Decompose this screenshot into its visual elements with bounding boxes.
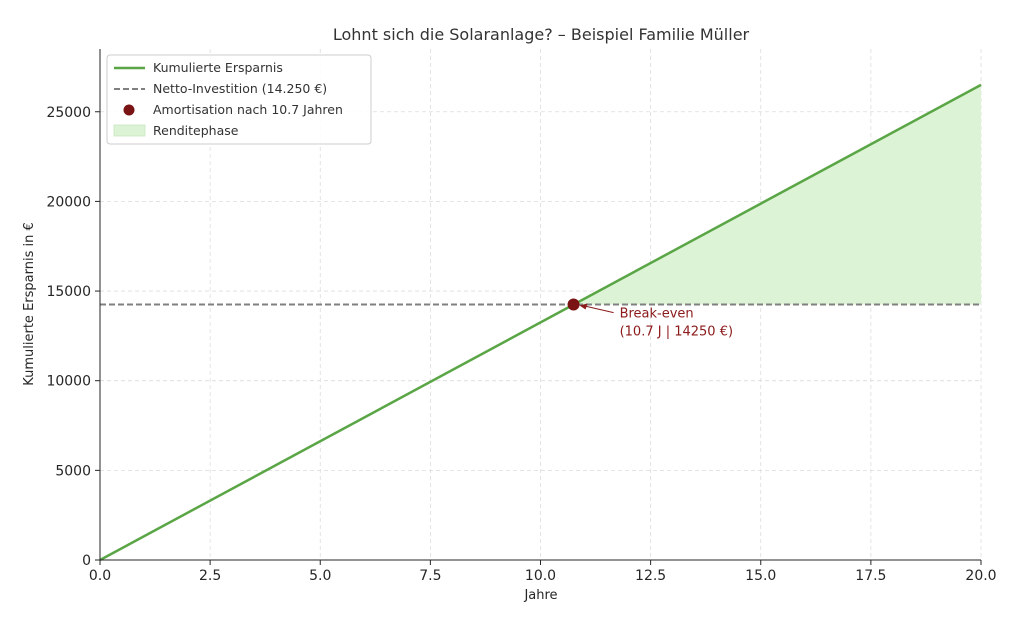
x-tick-label: 12.5 <box>635 568 666 584</box>
savings-line <box>99 83 982 562</box>
legend: Kumulierte Ersparnis Netto-Investition (… <box>106 54 372 145</box>
x-tick-label: 5.0 <box>309 568 331 584</box>
x-tick-label: 0.0 <box>89 568 111 584</box>
x-tick-label: 10.0 <box>525 568 556 584</box>
x-tick-label: 7.5 <box>419 568 441 584</box>
chart-title: Lohnt sich die Solaranlage? – Beispiel F… <box>333 25 750 44</box>
annotation-text-line2: (10.7 J | 14250 €) <box>620 325 733 340</box>
y-axis-label: Kumulierte Ersparnis in € <box>22 222 37 386</box>
annotation-arrowhead <box>579 303 588 310</box>
annotation-arrow <box>582 305 614 314</box>
series-layer <box>99 83 982 562</box>
ticks: 0.0 2.5 5.0 7.5 10.0 12.5 15.0 17.5 20.0 0 5000 100… <box>46 105 996 584</box>
y-tick-label: 15000 <box>46 284 91 300</box>
legend-label-investment: Netto-Investition (14.250 €) <box>153 81 327 96</box>
y-tick-label: 5000 <box>55 463 91 479</box>
y-tick-label: 20000 <box>46 194 91 210</box>
legend-label-breakeven: Amortisation nach 10.7 Jahren <box>153 102 343 117</box>
legend-label-fill: Renditephase <box>153 123 239 138</box>
x-tick-label: 20.0 <box>965 568 996 584</box>
x-axis-label: Jahre <box>523 588 557 603</box>
annotation-text-line1: Break-even <box>620 307 694 322</box>
x-tick-label: 15.0 <box>745 568 776 584</box>
y-tick-label: 0 <box>82 553 91 569</box>
y-tick-label: 10000 <box>46 374 91 390</box>
legend-label-savings: Kumulierte Ersparnis <box>153 60 283 75</box>
legend-frame <box>106 54 372 145</box>
annotation-layer: Break-even (10.7 J | 14250 €) <box>579 303 733 340</box>
x-tick-label: 17.5 <box>855 568 886 584</box>
legend-swatch-fill <box>113 124 146 137</box>
legend-swatch-breakeven <box>123 104 135 116</box>
y-tick-label: 25000 <box>46 105 91 121</box>
breakeven-point <box>567 298 580 311</box>
x-tick-label: 2.5 <box>199 568 221 584</box>
